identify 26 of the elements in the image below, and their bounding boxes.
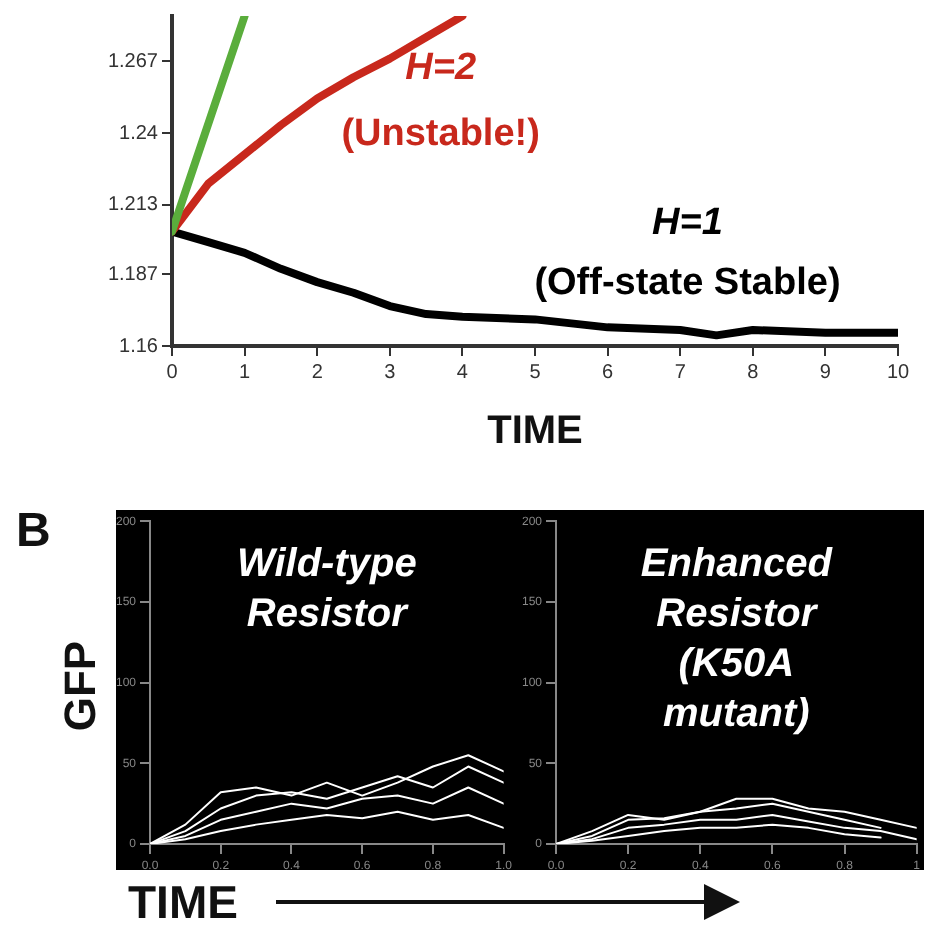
x-tick-label: 8 bbox=[747, 361, 760, 384]
x-tick-label: 9 bbox=[819, 361, 832, 384]
y-tick-label: 1.213 bbox=[107, 194, 159, 217]
text: Enhanced Resistor (K50A mutant) bbox=[640, 542, 834, 737]
y-tick-label: 1.16 bbox=[119, 335, 159, 358]
x-tick-label: 6 bbox=[602, 361, 615, 384]
x-tick-label: 3 bbox=[384, 361, 397, 384]
x-tick-label: 2 bbox=[311, 361, 324, 384]
x-axis-title: TIME bbox=[487, 409, 583, 454]
y-tick-label: 1.187 bbox=[107, 263, 159, 286]
annotation: H=1 bbox=[652, 202, 723, 245]
x-tick-label: 7 bbox=[674, 361, 687, 384]
x-axis-title: TIME bbox=[128, 876, 238, 930]
y-tick-label: 1.267 bbox=[107, 50, 159, 73]
x-tick-label: 1 bbox=[239, 361, 252, 384]
y-tick-label: 1.24 bbox=[119, 122, 159, 145]
x-tick-label: 0 bbox=[166, 361, 179, 384]
text: Wild-type Resistor bbox=[237, 542, 417, 637]
text: B bbox=[16, 504, 51, 560]
x-tick-label: 10 bbox=[886, 361, 910, 384]
annotation: (Off-state Stable) bbox=[534, 261, 841, 304]
annotation: (Unstable!) bbox=[341, 113, 540, 156]
y-axis-title: GFP bbox=[55, 640, 108, 732]
annotation: H=2 bbox=[405, 47, 477, 90]
x-tick-label: 5 bbox=[529, 361, 542, 384]
x-tick-label: 4 bbox=[456, 361, 469, 384]
